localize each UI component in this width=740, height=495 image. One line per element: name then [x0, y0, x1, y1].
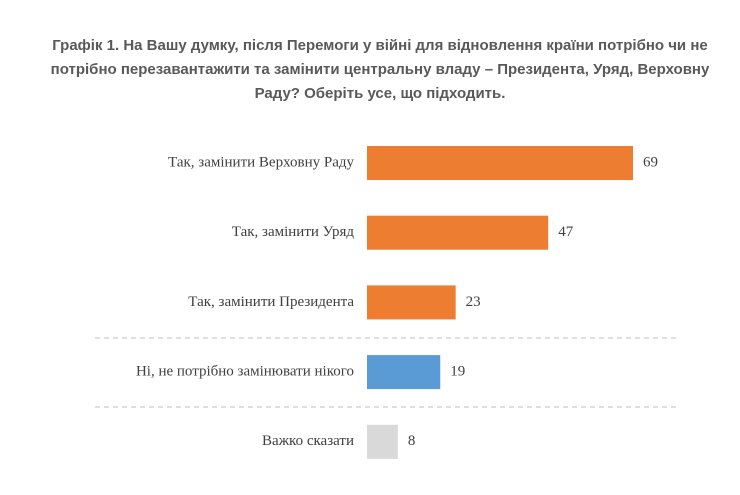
category-label: Так, замінити Президента: [188, 294, 354, 310]
category-label: Так, замінити Верховну Раду: [168, 154, 354, 170]
category-label: Важко сказати: [262, 433, 354, 449]
value-label: 69: [643, 154, 658, 170]
value-label: 23: [466, 294, 481, 310]
bar: [367, 424, 398, 459]
value-label: 47: [558, 224, 574, 240]
bar: [367, 146, 633, 180]
bar: [367, 355, 441, 390]
value-label: 19: [450, 364, 465, 380]
value-label: 8: [408, 433, 416, 449]
category-label: Ні, не потрібно замінювати нікого: [136, 364, 354, 380]
chart-title: Графік 1. На Вашу думку, після Перемоги …: [50, 37, 710, 102]
category-label: Так, замінити Уряд: [232, 224, 355, 240]
bar: [367, 215, 549, 250]
bar: [367, 285, 456, 320]
